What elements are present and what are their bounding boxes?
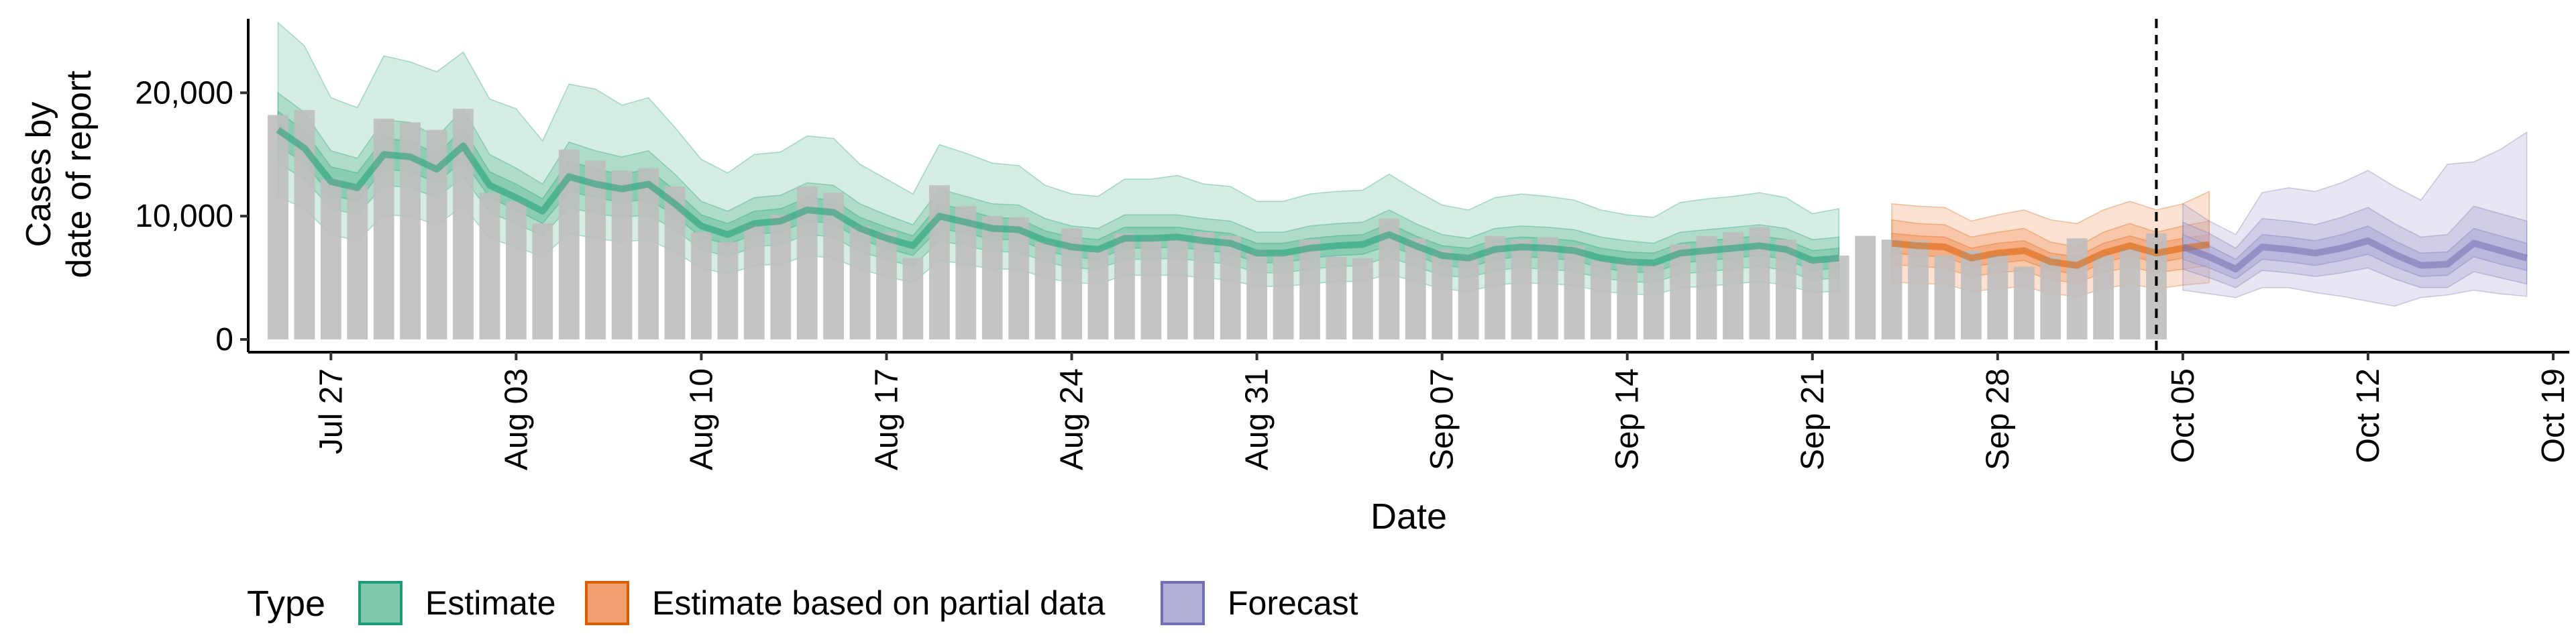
y-axis-label-line-2: date of report xyxy=(60,70,99,278)
legend-title: Type xyxy=(247,584,325,624)
y-axis-ticks: 0 10,000 20,000 xyxy=(135,75,248,358)
y-tick-label: 10,000 xyxy=(135,199,233,234)
legend: Type Estimate Estimate based on partial … xyxy=(247,581,1358,625)
case-bar xyxy=(268,115,288,339)
case-bar xyxy=(849,225,871,339)
legend-item-estimate: Estimate xyxy=(358,581,556,625)
case-bar xyxy=(1802,259,1823,339)
case-bar xyxy=(1167,239,1188,339)
case-bar xyxy=(1273,254,1294,339)
case-bar xyxy=(1564,246,1585,339)
case-bar xyxy=(1326,256,1347,339)
case-bar xyxy=(1140,237,1162,339)
y-tick-label: 20,000 xyxy=(135,75,233,111)
case-bar xyxy=(929,185,950,339)
case-bar xyxy=(506,201,527,339)
x-axis-label: Date xyxy=(1371,496,1447,537)
case-bar xyxy=(1828,256,1849,339)
case-bar xyxy=(479,193,500,339)
legend-key-forecast xyxy=(1161,581,1205,625)
case-bar xyxy=(1087,249,1109,339)
case-bar xyxy=(1220,235,1241,339)
legend-key-partial xyxy=(585,581,629,625)
case-bar xyxy=(320,179,341,339)
x-tick-label: Sep 14 xyxy=(1610,368,1646,470)
case-bar xyxy=(1538,237,1558,339)
case-bar xyxy=(717,241,739,339)
case-bar xyxy=(1352,258,1373,339)
legend-item-forecast: Forecast xyxy=(1161,581,1358,625)
y-tick-label: 0 xyxy=(215,322,233,358)
case-bar xyxy=(1511,239,1532,339)
case-bar xyxy=(2040,256,2061,339)
case-bar xyxy=(691,232,712,339)
case-bar xyxy=(585,160,606,339)
case-bar xyxy=(743,225,765,339)
case-bar xyxy=(347,185,368,339)
x-axis-ticks: Jul 27 Aug 03 Aug 10 Aug 17 Aug 24 Aug 31 Sep … xyxy=(313,352,2571,470)
case-bar xyxy=(1590,260,1611,339)
x-tick-label: Oct 05 xyxy=(2165,368,2201,463)
x-tick-label: Aug 03 xyxy=(498,368,534,470)
case-bar xyxy=(1617,259,1638,339)
case-bar xyxy=(1193,232,1215,339)
x-tick-label: Sep 07 xyxy=(1425,368,1460,470)
legend-label-estimate: Estimate xyxy=(425,584,556,622)
case-bar xyxy=(1855,235,1876,339)
x-tick-label: Aug 31 xyxy=(1240,368,1275,470)
case-bar xyxy=(902,258,924,339)
x-tick-label: Sep 21 xyxy=(1795,368,1831,470)
x-tick-label: Oct 19 xyxy=(2536,368,2571,463)
case-bar xyxy=(1961,250,1982,339)
case-bar xyxy=(2066,238,2088,339)
x-tick-label: Sep 28 xyxy=(1980,368,2016,470)
case-bar xyxy=(611,170,633,339)
case-bar xyxy=(1008,217,1030,339)
x-tick-label: Jul 27 xyxy=(313,368,349,454)
median-line-series-0 xyxy=(276,127,1839,266)
case-bar xyxy=(1458,254,1479,339)
median-line-series-2 xyxy=(2182,237,2528,273)
case-bar xyxy=(2093,256,2114,339)
case-bar xyxy=(1776,239,1796,339)
legend-label-partial: Estimate based on partial data xyxy=(652,584,1106,622)
x-tick-label: Oct 12 xyxy=(2351,368,2386,463)
case-bar xyxy=(1908,240,1929,339)
legend-label-forecast: Forecast xyxy=(1228,584,1358,622)
case-bar xyxy=(770,215,792,339)
case-bar xyxy=(2013,266,2035,339)
case-bar xyxy=(1432,249,1453,339)
case-bar xyxy=(1405,238,1426,339)
case-bar xyxy=(981,216,1003,339)
case-bar xyxy=(1246,249,1267,339)
case-bar xyxy=(876,232,897,339)
case-bar xyxy=(1114,233,1135,339)
case-bar xyxy=(1034,241,1056,339)
x-tick-label: Aug 24 xyxy=(1055,368,1090,470)
case-bar xyxy=(1987,254,2008,339)
case-bar xyxy=(532,223,553,339)
legend-key-estimate xyxy=(358,581,402,625)
case-bar xyxy=(638,168,659,339)
case-bar xyxy=(1299,239,1320,339)
case-bar xyxy=(1670,244,1690,339)
case-bar xyxy=(955,206,977,339)
case-bar xyxy=(1881,239,1902,339)
y-axis-label-line-1: Cases by xyxy=(19,102,58,248)
case-bar xyxy=(2119,248,2141,339)
x-tick-label: Aug 17 xyxy=(869,368,904,470)
case-bar xyxy=(1643,264,1664,339)
case-bar xyxy=(1934,256,1955,339)
legend-item-partial: Estimate based on partial data xyxy=(585,581,1106,625)
x-tick-label: Aug 10 xyxy=(684,368,719,470)
